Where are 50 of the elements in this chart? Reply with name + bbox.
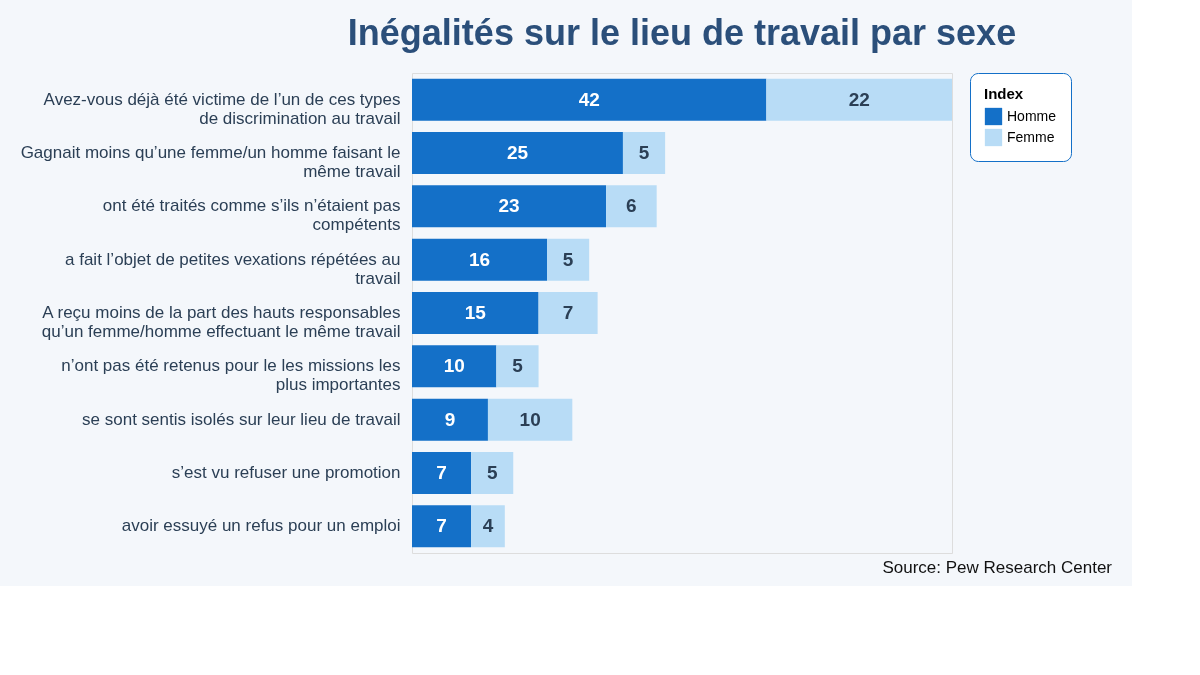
y-tick-label: se sont sentis isolés sur leur lieu de travail bbox=[82, 409, 401, 429]
bar bbox=[538, 292, 598, 334]
y-tick-label: s’est vu refuser une promotion bbox=[171, 463, 401, 482]
bar bbox=[471, 505, 505, 548]
data-label: 6 bbox=[626, 195, 637, 217]
legend-title: Index bbox=[984, 85, 1024, 102]
data-label: 7 bbox=[436, 515, 447, 537]
data-label: 7 bbox=[436, 462, 447, 483]
bar bbox=[412, 78, 767, 121]
data-label: 5 bbox=[638, 142, 650, 163]
data-label: 5 bbox=[562, 248, 574, 270]
data-label: 7 bbox=[562, 302, 574, 323]
data-label: 15 bbox=[464, 302, 487, 323]
y-tick-label: a fait l’objet de petites vexations répétées au travail bbox=[65, 249, 401, 288]
bar bbox=[412, 505, 472, 548]
y-tick-label: Gagnait moins qu’une femme/un homme faisant le même travail bbox=[20, 143, 401, 181]
y-tick-label: avoir essuyé un refus pour un emploi bbox=[121, 516, 401, 536]
data-label: 5 bbox=[486, 462, 498, 483]
bar bbox=[496, 345, 539, 388]
data-label: 10 bbox=[443, 355, 465, 377]
bar bbox=[412, 398, 488, 441]
y-tick-label: ont été traités comme s’ils n’étaient pas compétents bbox=[102, 196, 401, 235]
bar bbox=[412, 132, 623, 174]
chart-title: Inégalités sur le lieu de travail par sexe bbox=[347, 11, 1017, 53]
bar bbox=[412, 185, 607, 228]
data-label: 42 bbox=[578, 88, 600, 110]
bar bbox=[547, 238, 590, 281]
y-tick-label: A reçu moins de la part des hauts responsables qu’un femme/homme effectuant le même travail bbox=[41, 303, 401, 341]
data-label: 10 bbox=[519, 408, 541, 430]
legend-label: Femme bbox=[1007, 128, 1055, 145]
data-label: 4 bbox=[482, 515, 494, 537]
bar bbox=[622, 132, 666, 174]
bar bbox=[412, 292, 539, 334]
bar bbox=[412, 452, 472, 494]
bar bbox=[487, 398, 573, 441]
bar bbox=[471, 452, 514, 494]
data-label: 16 bbox=[468, 248, 491, 270]
data-label: 9 bbox=[444, 408, 456, 430]
data-label: 22 bbox=[848, 88, 870, 110]
data-label: 5 bbox=[512, 355, 524, 377]
bar bbox=[412, 238, 547, 281]
y-tick-label: Avez-vous déjà été victime de l’un de ces types de discrimination au travail bbox=[43, 89, 401, 128]
data-label: 25 bbox=[506, 142, 529, 163]
bar bbox=[606, 185, 657, 228]
bar bbox=[766, 78, 952, 121]
source-note: Source: Pew Research Center bbox=[882, 558, 1113, 577]
bar bbox=[412, 345, 497, 388]
y-tick-label: n’ont pas été retenus pour le les missions les plus importantes bbox=[61, 356, 401, 395]
data-label: 23 bbox=[498, 195, 520, 217]
legend-label: Homme bbox=[1007, 107, 1057, 124]
